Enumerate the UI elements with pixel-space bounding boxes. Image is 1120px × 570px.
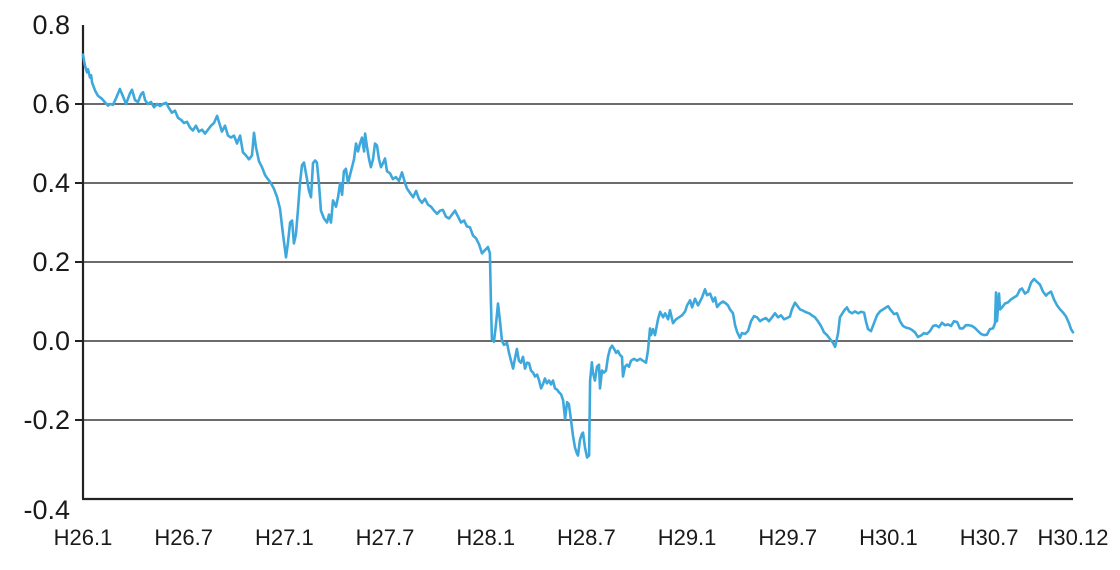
y-axis-tick-label: 0.8 (32, 10, 70, 40)
data-line (81, 53, 1075, 459)
y-axis-tick-label: 0.6 (32, 89, 70, 119)
x-axis-tick-label: H27.1 (255, 525, 314, 550)
y-axis-tick-label: -0.2 (23, 405, 70, 435)
y-axis-tick-label: 0.4 (32, 168, 70, 198)
x-axis-tick-label: H29.7 (758, 525, 817, 550)
x-axis-tick-label: H27.7 (356, 525, 415, 550)
x-axis-tick-label: H26.7 (154, 525, 213, 550)
y-axis-tick-label: 0.2 (32, 247, 70, 277)
x-axis-tick-label: H28.1 (456, 525, 515, 550)
x-axis-tick-label: H26.1 (54, 525, 113, 550)
x-axis-tick-label: H28.7 (557, 525, 616, 550)
x-axis-tick-label: H29.1 (658, 525, 717, 550)
x-axis-tick-label: H30.7 (960, 525, 1019, 550)
x-axis-tick-label: H30.12 (1038, 525, 1109, 550)
x-axis-tick-label: H30.1 (859, 525, 918, 550)
y-axis-tick-label: -0.4 (23, 495, 70, 525)
y-axis-tick-label: 0.0 (32, 326, 70, 356)
